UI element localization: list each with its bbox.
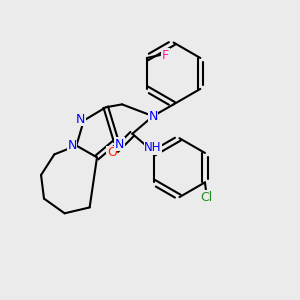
Text: O: O bbox=[107, 146, 117, 159]
Text: Cl: Cl bbox=[200, 190, 212, 204]
Text: N: N bbox=[76, 112, 85, 126]
Text: N: N bbox=[115, 138, 124, 151]
Text: N: N bbox=[67, 139, 77, 152]
Text: F: F bbox=[162, 49, 169, 62]
Text: N: N bbox=[148, 110, 158, 123]
Text: NH: NH bbox=[144, 141, 162, 154]
